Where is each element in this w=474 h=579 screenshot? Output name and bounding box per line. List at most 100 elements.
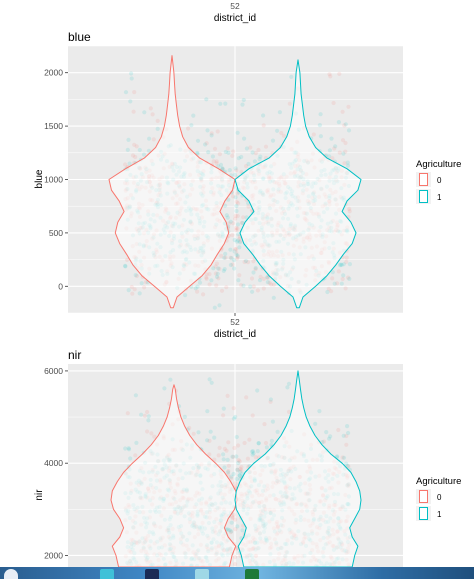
data-point: [231, 406, 236, 411]
data-point: [289, 74, 294, 79]
data-point: [339, 281, 344, 286]
data-point: [228, 219, 233, 224]
data-point: [269, 282, 274, 287]
data-point: [195, 289, 200, 294]
data-point: [214, 274, 220, 279]
data-point: [250, 150, 255, 155]
data-point: [237, 236, 242, 241]
app-icon[interactable]: [100, 569, 114, 579]
violin-figure: 52 district_id blue 0 500 1000 1500 2000 52 …: [34, 1, 461, 567]
panel-title: blue: [68, 30, 91, 44]
data-point: [229, 474, 234, 479]
data-point: [235, 130, 240, 135]
data-point: [225, 393, 230, 398]
app-icon[interactable]: [195, 569, 209, 579]
data-point: [229, 529, 234, 534]
legend-label-1: 1: [437, 193, 442, 202]
data-point: [221, 452, 226, 457]
data-point: [155, 118, 160, 123]
data-point: [225, 527, 230, 532]
data-point: [234, 199, 239, 204]
data-point: [209, 131, 214, 136]
data-point: [237, 240, 243, 245]
data-point: [327, 154, 332, 159]
legend-label-1: 1: [437, 510, 442, 519]
data-point: [232, 258, 237, 263]
data-point: [233, 481, 238, 486]
data-point: [240, 528, 245, 533]
data-point: [271, 282, 276, 287]
data-point: [327, 148, 332, 153]
data-point: [234, 208, 239, 214]
data-point: [234, 203, 239, 209]
data-point: [234, 434, 239, 440]
y-axis-ticks: 2000 4000 6000: [44, 366, 68, 560]
data-point: [220, 166, 225, 171]
legend: Agriculture 0 1: [416, 476, 461, 521]
data-point: [239, 154, 244, 160]
data-point: [235, 254, 240, 259]
data-point: [131, 109, 136, 114]
data-point: [146, 414, 151, 419]
data-point: [343, 122, 348, 127]
taskbar: [0, 567, 474, 579]
data-point: [226, 440, 231, 445]
app-icon[interactable]: [245, 569, 259, 579]
data-point: [125, 257, 130, 262]
legend-key-0-violin: [419, 490, 428, 503]
data-point: [331, 100, 336, 106]
data-point: [236, 278, 241, 283]
data-point: [237, 459, 242, 464]
data-point: [252, 159, 257, 164]
data-point: [229, 256, 234, 261]
data-point: [341, 151, 346, 156]
data-point: [341, 433, 346, 438]
data-point: [265, 275, 270, 280]
data-point: [129, 284, 134, 290]
data-point: [139, 412, 144, 417]
data-point: [330, 270, 335, 275]
data-point: [261, 113, 266, 118]
legend-key-1-violin: [419, 507, 428, 520]
violin-series-1: [234, 370, 362, 567]
data-point: [204, 97, 209, 102]
data-point: [235, 467, 240, 472]
data-point: [228, 255, 233, 260]
data-point: [237, 473, 242, 478]
y-axis-ticks: 0 500 1000 1500 2000: [44, 68, 236, 316]
data-point: [345, 463, 350, 469]
data-point: [233, 195, 238, 200]
legend: Agriculture 0 1: [416, 159, 461, 204]
data-point: [215, 271, 220, 276]
data-point: [253, 151, 258, 156]
data-point: [195, 284, 200, 289]
data-point: [270, 138, 276, 143]
data-point: [248, 284, 253, 289]
app-icon[interactable]: [145, 569, 159, 579]
data-point: [226, 472, 231, 477]
data-point: [226, 197, 231, 202]
data-point: [251, 284, 256, 289]
data-point: [141, 152, 147, 157]
gridlines: [68, 45, 403, 314]
data-point: [343, 286, 348, 291]
data-point: [328, 434, 333, 439]
data-point: [340, 455, 345, 460]
data-point: [225, 146, 230, 151]
data-point: [219, 288, 225, 293]
data-point: [142, 110, 147, 115]
data-point: [232, 172, 237, 177]
data-point: [125, 147, 130, 152]
data-point: [250, 449, 255, 454]
data-point: [249, 276, 255, 281]
x-tick-label: 52: [230, 317, 240, 327]
data-point: [145, 409, 150, 415]
start-icon[interactable]: [4, 569, 18, 579]
data-point: [336, 427, 341, 433]
data-point: [250, 452, 255, 457]
data-point: [244, 146, 249, 151]
data-point: [210, 154, 215, 159]
data-point: [231, 194, 236, 199]
data-point: [233, 414, 238, 420]
data-point: [250, 289, 255, 294]
